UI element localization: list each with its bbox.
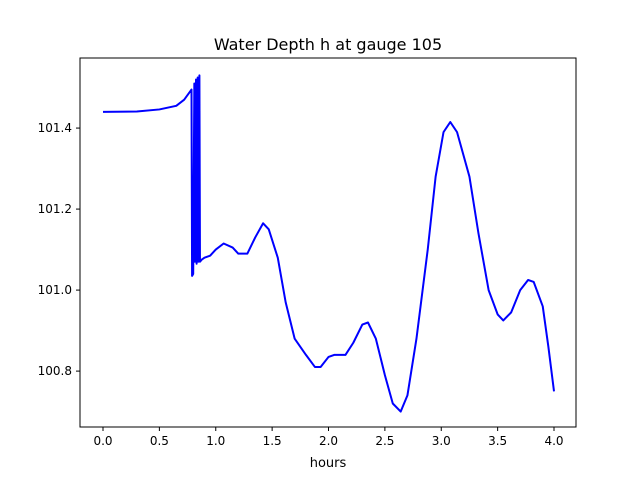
y-tick-label: 101.4	[38, 121, 72, 135]
y-axis: 100.8 101.0 101.2 101.4	[38, 121, 80, 378]
chart-title: Water Depth h at gauge 105	[214, 35, 442, 54]
x-tick-label: 3.5	[488, 434, 507, 448]
x-tick-label: 3.0	[432, 434, 451, 448]
x-tick-label: 0.5	[150, 434, 169, 448]
y-tick-label: 100.8	[38, 364, 72, 378]
x-tick-label: 1.5	[263, 434, 282, 448]
y-tick-label: 101.0	[38, 283, 72, 297]
x-tick-label: 4.0	[544, 434, 563, 448]
x-tick-label: 2.5	[375, 434, 394, 448]
x-tick-label: 2.0	[319, 434, 338, 448]
x-axis-label: hours	[310, 456, 347, 471]
series-line-h	[102, 74, 556, 413]
x-tick-label: 1.0	[206, 434, 225, 448]
x-tick-label: 0.0	[93, 434, 112, 448]
x-axis: 0.0 0.5 1.0 1.5 2.0 2.5 3.0 3.5 4.0	[93, 427, 564, 448]
y-tick-label: 101.2	[38, 202, 72, 216]
axes-frame	[79, 57, 577, 428]
plot-area	[102, 74, 556, 413]
